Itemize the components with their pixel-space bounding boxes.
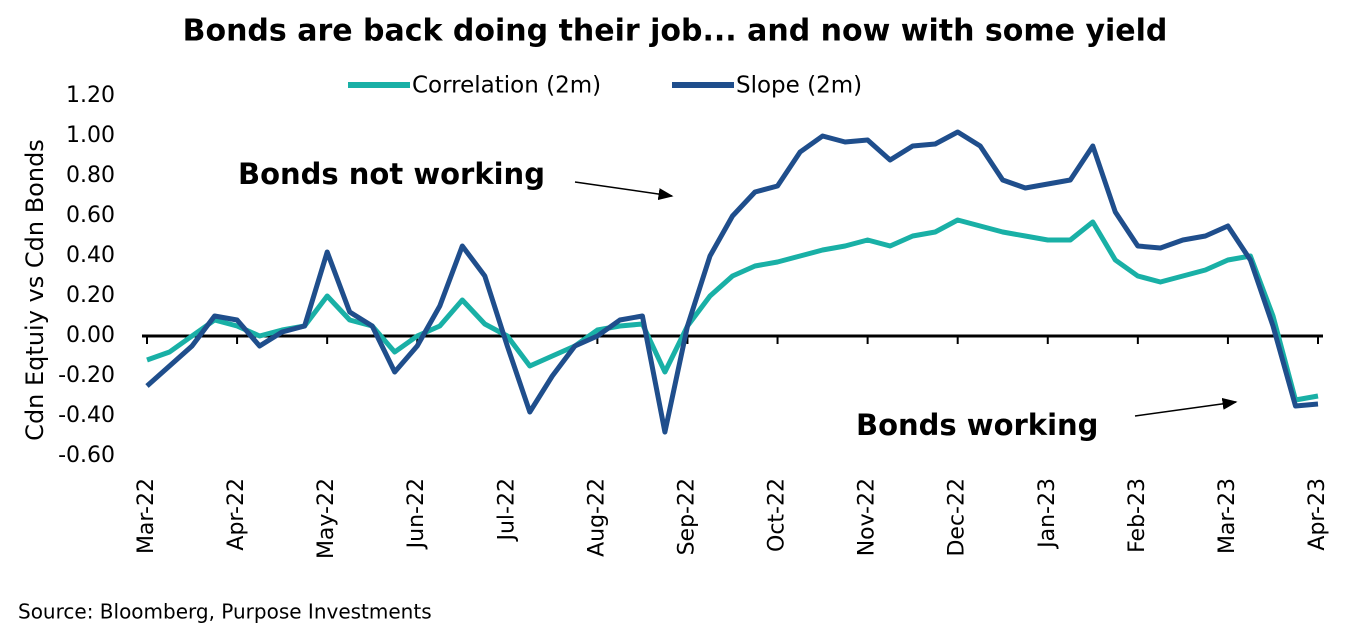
y-tick-label: -0.40 xyxy=(58,403,115,428)
y-tick-label: 1.00 xyxy=(66,123,115,148)
y-tick-label: 0.80 xyxy=(66,163,115,188)
y-tick-label: 0.00 xyxy=(66,323,115,348)
y-tick-label: 0.40 xyxy=(66,243,115,268)
x-tick-label: Dec-22 xyxy=(945,478,970,557)
x-tick-label: Feb-23 xyxy=(1125,478,1150,553)
x-tick-label: Mar-23 xyxy=(1215,478,1240,554)
annotation: Bonds working xyxy=(856,408,1098,442)
source-note: Source: Bloomberg, Purpose Investments xyxy=(18,600,432,624)
x-tick-label: Jun-22 xyxy=(404,478,429,550)
annotation: Bonds not working xyxy=(238,157,545,191)
x-tick-label: Aug-22 xyxy=(584,478,609,557)
x-tick-label: Mar-22 xyxy=(134,478,159,554)
y-tick-label: 0.60 xyxy=(66,203,115,228)
y-tick-label: 1.20 xyxy=(66,83,115,108)
x-tick-label: Apr-22 xyxy=(224,478,249,551)
chart-title: Bonds are back doing their job... and no… xyxy=(183,14,1168,49)
x-tick-label: Nov-22 xyxy=(855,478,880,556)
series-line xyxy=(146,217,1319,403)
x-tick-label: Jan-23 xyxy=(1035,478,1060,550)
y-tick-label: -0.20 xyxy=(58,363,115,388)
y-tick-label: 0.20 xyxy=(66,283,115,308)
y-tick-label: -0.60 xyxy=(58,443,115,468)
annotation-arrow xyxy=(1134,397,1238,417)
x-tick-label: Sep-22 xyxy=(674,478,699,555)
y-axis-title: Cdn Eqtuiy vs Cdn Bonds xyxy=(21,139,49,441)
x-tick-label: Apr-23 xyxy=(1305,478,1330,551)
x-tick-label: Jul-22 xyxy=(494,478,519,542)
annotation-arrow xyxy=(574,181,674,201)
legend-label: Correlation (2m) xyxy=(412,73,601,99)
series-line xyxy=(145,129,1319,435)
x-tick-label: Oct-22 xyxy=(765,478,790,552)
x-tick-label: May-22 xyxy=(314,478,339,559)
legend-label: Slope (2m) xyxy=(736,73,862,99)
